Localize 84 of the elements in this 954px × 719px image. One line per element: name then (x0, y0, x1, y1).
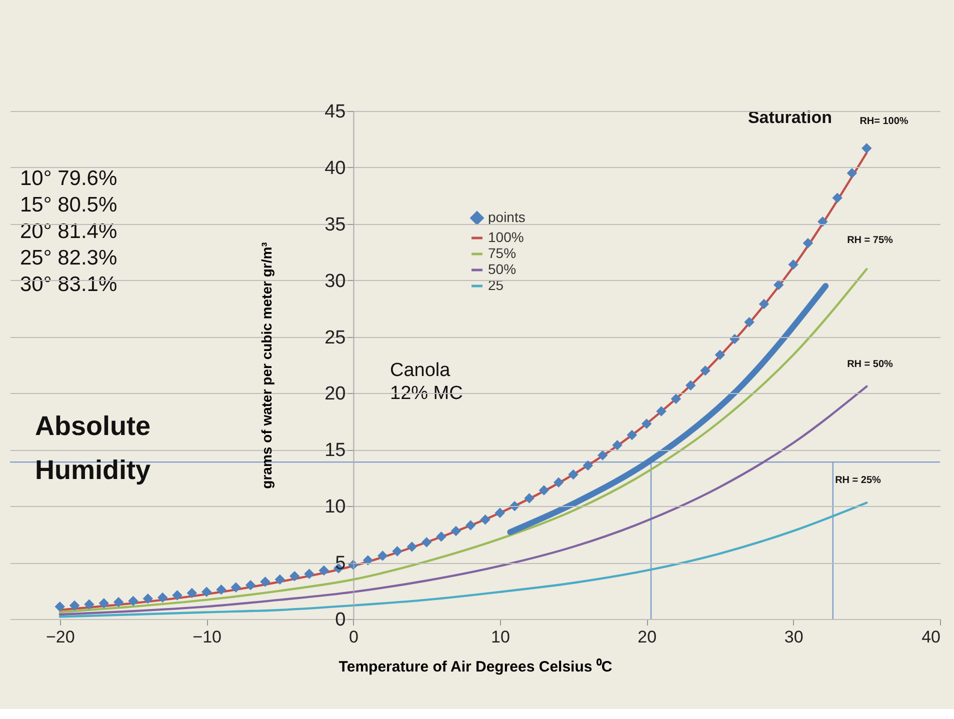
point (700, 366, 710, 376)
x-tick-label: 10 (490, 628, 510, 646)
y-tick-label: 35 (324, 214, 346, 236)
x-tick-label: −20 (46, 628, 75, 646)
text: Absolute Humidity (35, 411, 151, 485)
point (407, 542, 417, 552)
point (99, 598, 109, 608)
point (275, 574, 285, 584)
point (290, 571, 300, 581)
annotation: 25° 82.3% (20, 246, 118, 270)
point (246, 580, 256, 590)
point (612, 440, 622, 450)
point (788, 260, 798, 270)
y-tick-label: 30 (324, 270, 346, 292)
point (216, 584, 226, 594)
point (378, 551, 388, 560)
point (671, 394, 681, 404)
point (172, 590, 182, 600)
point (158, 592, 168, 602)
point (143, 594, 153, 604)
point (363, 556, 373, 566)
point (686, 380, 696, 390)
point (862, 144, 872, 153)
annotation: 10° 79.6% (20, 167, 118, 190)
point (466, 520, 476, 530)
point (774, 280, 784, 290)
legend-label: 75% (488, 245, 516, 261)
point (847, 168, 857, 178)
point (55, 602, 65, 612)
point (832, 193, 842, 203)
point (451, 526, 461, 536)
y-tick-label: 40 (324, 158, 346, 179)
point (392, 546, 402, 556)
point (539, 486, 549, 496)
point (554, 478, 564, 488)
point (422, 538, 432, 547)
annotation: RH = 75% (847, 235, 894, 246)
y-tick-label: 45 (324, 102, 346, 122)
legend-label: 100% (488, 229, 524, 245)
x-tick-label: −10 (192, 628, 222, 646)
annotation: Saturation (748, 108, 832, 127)
point (627, 430, 637, 440)
y-tick-label: 10 (324, 496, 346, 518)
point (642, 418, 652, 428)
x-tick-label: 30 (784, 628, 804, 646)
annotation: 15° 80.5% (20, 194, 118, 216)
point (187, 588, 197, 598)
point (128, 596, 138, 606)
legend-label: 50% (488, 261, 516, 277)
point (480, 514, 490, 524)
point (260, 577, 270, 586)
legend-label: points (488, 209, 526, 225)
point (70, 600, 80, 610)
point (730, 334, 740, 344)
point (568, 470, 578, 480)
point (744, 317, 754, 327)
y-tick-label: 0 (335, 610, 346, 630)
point (715, 350, 725, 360)
point (803, 238, 813, 248)
x-tick-label: 40 (922, 628, 940, 646)
point (598, 450, 608, 460)
x-tick-label: 0 (349, 628, 358, 646)
annotation: RH= 100% (860, 116, 908, 127)
y-tick-label: 15 (324, 440, 346, 462)
point (202, 587, 212, 597)
point (114, 597, 124, 607)
y-tick-label: 20 (324, 384, 346, 405)
point (319, 566, 329, 576)
point (583, 460, 593, 470)
point (759, 299, 769, 309)
point (436, 532, 446, 542)
annotation: RH = 25% (835, 475, 882, 486)
annotation: RH = 50% (847, 359, 894, 370)
point (304, 569, 314, 579)
y-tick-label: 25 (324, 327, 346, 348)
point (495, 508, 505, 518)
point (656, 406, 666, 416)
point (84, 600, 94, 610)
point (818, 216, 828, 226)
x-tick-label: 20 (638, 628, 657, 646)
point (524, 494, 534, 503)
y-axis-title: grams of water per cubic meter gr/m³ (258, 242, 275, 489)
x-axis-title: Temperature of Air Degrees Celsius ⁰C (338, 658, 612, 676)
point (231, 582, 241, 592)
